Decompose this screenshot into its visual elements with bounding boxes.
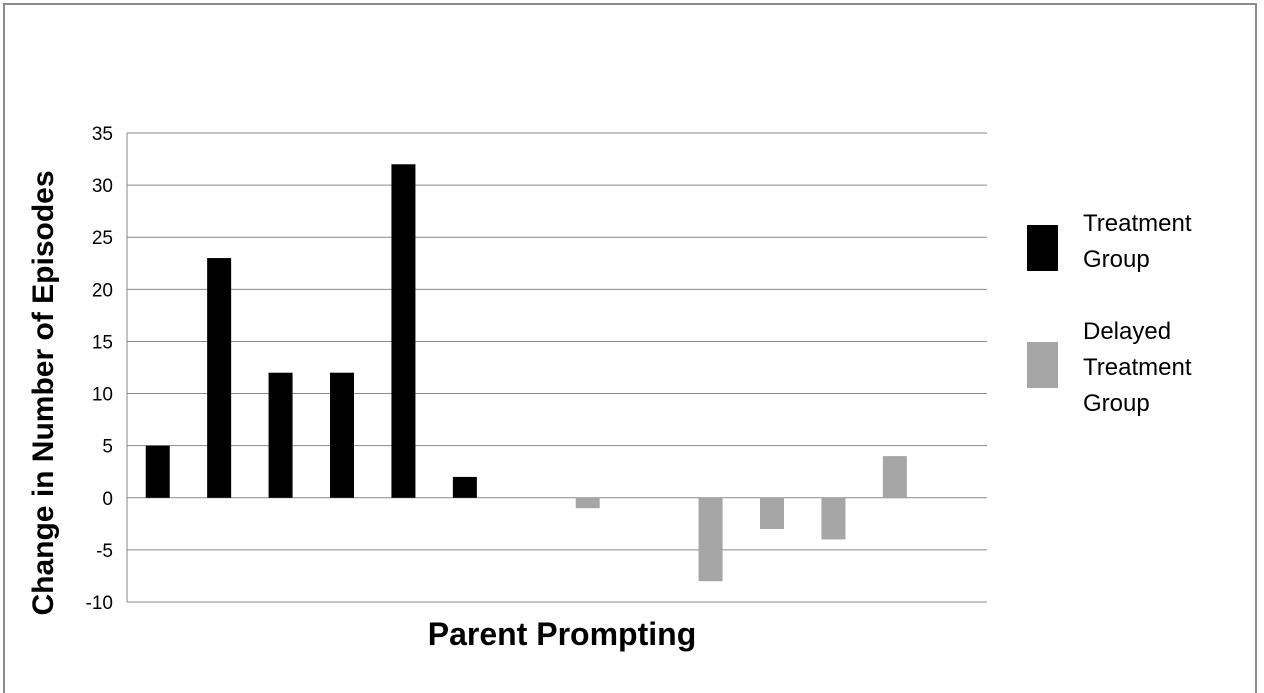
y-tick-label: 10 [92, 385, 113, 406]
delayed-treatment-bar [760, 497, 784, 530]
y-tick-label: 25 [92, 228, 113, 249]
legend-delayed-treatment-label: Delayed Treatment Group [1083, 318, 1192, 417]
treatment-bar [207, 258, 232, 498]
y-tick-label: 30 [92, 176, 113, 197]
y-tick-label: 0 [102, 489, 113, 510]
y-tick-label: -5 [96, 541, 113, 562]
legend-delayed-treatment-swatch [1027, 342, 1058, 388]
treatment-bar [145, 445, 170, 498]
bar-chart: -10 -5 0 5 10 15 20 25 30 35 Treatment Group Delaye… [27, 124, 1192, 652]
bars [145, 164, 907, 582]
delayed-treatment-bar [698, 497, 723, 582]
y-axis-title: Change in Number of Episodes [27, 170, 60, 615]
chart-frame: -10 -5 0 5 10 15 20 25 30 35 Treatment Group Delaye… [3, 3, 1257, 693]
treatment-bar [391, 164, 416, 498]
delayed-treatment-bar [882, 456, 907, 498]
treatment-bar [452, 476, 477, 498]
y-tick-label: 5 [102, 437, 113, 458]
delayed-treatment-bar [821, 497, 846, 540]
legend: Treatment Group Delayed Treatment Group [1027, 210, 1192, 417]
y-tick-label: 20 [92, 280, 113, 301]
treatment-bar [268, 372, 293, 498]
gridlines [126, 132, 987, 603]
y-tick-label: 35 [92, 124, 113, 145]
treatment-bar [330, 372, 354, 498]
y-tick-label: 15 [92, 332, 113, 353]
y-tick-label: -10 [86, 593, 113, 614]
y-axis-tick-labels: -10 -5 0 5 10 15 20 25 30 35 [86, 124, 113, 614]
x-axis-title: Parent Prompting [428, 616, 696, 652]
delayed-treatment-bar [575, 497, 600, 509]
legend-treatment-swatch [1027, 225, 1058, 271]
legend-treatment-label: Treatment Group [1083, 210, 1192, 273]
